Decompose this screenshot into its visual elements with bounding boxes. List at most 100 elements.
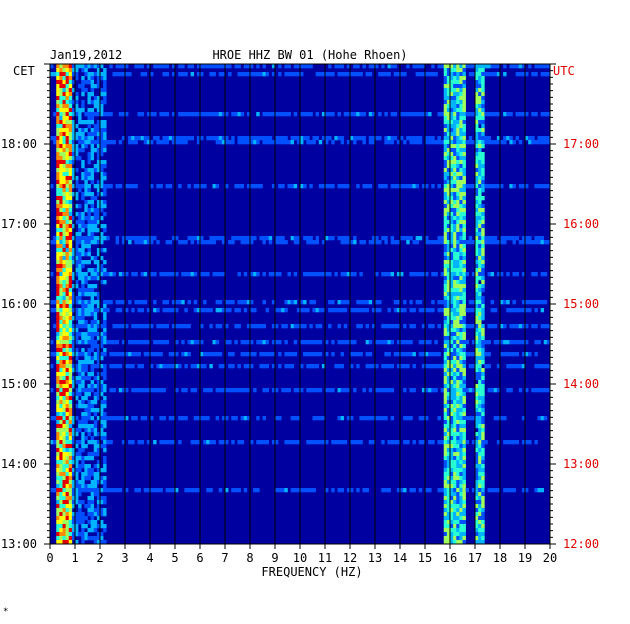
spectrogram-cell [84, 68, 88, 73]
spectrogram-cell [90, 216, 95, 221]
spectrogram-cell [284, 72, 288, 77]
spectrogram-cell [456, 168, 460, 173]
spectrogram-cell [259, 340, 263, 345]
spectrogram-cell [125, 416, 129, 421]
spectrogram-cell [93, 84, 98, 89]
spectrogram-cell [100, 176, 104, 181]
spectrogram-cell [403, 72, 407, 77]
spectrogram-cell [446, 224, 451, 229]
spectrogram-cell [75, 92, 79, 97]
spectrogram-cell [81, 164, 85, 169]
spectrogram-cell [78, 332, 82, 337]
spectrogram-cell [337, 64, 341, 69]
spectrogram-cell [84, 72, 88, 77]
spectrogram-cell [334, 364, 338, 369]
spectrogram-cell [475, 168, 479, 173]
spectrogram-cell [250, 440, 254, 445]
spectrogram-cell [68, 400, 73, 405]
spectrogram-cell [459, 68, 463, 73]
spectrogram-cell [62, 164, 66, 169]
spectrogram-cell [62, 228, 66, 233]
spectrogram-cell [75, 416, 79, 421]
spectrogram-cell [215, 184, 220, 189]
spectrogram-cell [521, 416, 526, 421]
spectrogram-cell [62, 260, 66, 265]
spectrogram-cell [221, 308, 226, 313]
spectrogram-cell [68, 396, 73, 401]
spectrogram-cell [381, 184, 385, 189]
spectrogram-cell [450, 148, 454, 153]
spectrogram-cell [75, 336, 79, 341]
x-tick-label: 15 [418, 551, 432, 565]
spectrogram-cell [81, 412, 85, 417]
spectrogram-cell [246, 352, 251, 357]
spectrogram-cell [403, 388, 407, 393]
spectrogram-cell [321, 440, 326, 445]
spectrogram-cell [71, 484, 76, 489]
spectrogram-cell [456, 132, 460, 137]
spectrogram-cell [81, 184, 85, 189]
spectrogram-cell [78, 324, 82, 329]
spectrogram-cell [462, 264, 466, 269]
spectrogram-cell [475, 504, 479, 509]
spectrogram-cell [100, 388, 104, 393]
spectrogram-cell [65, 264, 70, 269]
spectrogram-cell [440, 308, 445, 313]
spectrogram-cell [475, 264, 479, 269]
spectrogram-cell [168, 272, 173, 277]
spectrogram-cell [112, 416, 116, 421]
spectrogram-cell [65, 168, 70, 173]
spectrogram-cell [456, 352, 460, 357]
spectrogram-cell [521, 352, 526, 357]
spectrogram-cell [193, 272, 198, 277]
spectrogram-cell [278, 272, 282, 277]
spectrogram-cell [481, 340, 485, 345]
spectrogram-cell [443, 248, 448, 253]
spectrogram-cell [496, 140, 501, 145]
spectrogram-cell [56, 292, 60, 297]
spectrogram-cell [62, 480, 66, 485]
spectrogram-cell [540, 388, 545, 393]
spectrogram-cell [171, 308, 176, 313]
spectrogram-cell [306, 140, 310, 145]
spectrogram-cell [409, 136, 413, 141]
spectrogram-cell [450, 84, 454, 89]
spectrogram-cell [484, 340, 488, 345]
chart-title: HROE HHZ BW 01 (Hohe Rhoen) [212, 48, 407, 62]
spectrogram-cell [462, 400, 466, 405]
spectrogram-cell [462, 328, 466, 333]
spectrogram-cell [462, 204, 466, 209]
spectrogram-cell [440, 300, 445, 305]
spectrogram-cell [481, 476, 485, 481]
spectrogram-cell [481, 260, 485, 265]
spectrogram-cell [387, 272, 391, 277]
spectrogram-cell [453, 460, 457, 465]
spectrogram-cell [90, 304, 95, 309]
spectrogram-cell [356, 364, 360, 369]
spectrogram-cell [456, 464, 460, 469]
spectrogram-cell [65, 452, 70, 457]
spectrogram-cell [262, 272, 266, 277]
spectrogram-cell [384, 352, 388, 357]
spectrogram-cell [403, 340, 407, 345]
spectrogram-cell [262, 140, 266, 145]
spectrogram-cell [515, 136, 520, 141]
spectrogram-cell [103, 172, 107, 177]
spectrogram-cell [412, 240, 416, 245]
spectrogram-cell [446, 148, 451, 153]
spectrogram-cell [443, 508, 448, 513]
spectrogram-cell [456, 424, 460, 429]
spectrogram-cell [475, 532, 479, 537]
spectrogram-cell [121, 272, 126, 277]
spectrogram-cell [462, 304, 466, 309]
spectrogram-cell [87, 352, 91, 357]
spectrogram-cell [412, 488, 416, 493]
spectrogram-cell [487, 240, 491, 245]
spectrogram-cell [68, 256, 73, 261]
spectrogram-cell [90, 508, 95, 513]
spectrogram-cell [56, 104, 60, 109]
spectrogram-cell [56, 172, 60, 177]
spectrogram-cell [87, 236, 91, 241]
spectrogram-cell [275, 440, 279, 445]
spectrogram-cell [56, 304, 60, 309]
